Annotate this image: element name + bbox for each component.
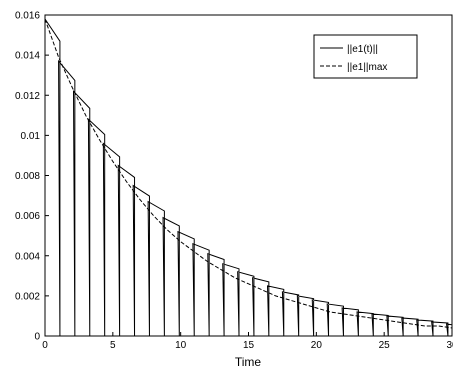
y-tick-label: 0.012 bbox=[15, 91, 40, 102]
y-tick-label: 0.014 bbox=[15, 51, 40, 62]
x-tick-label: 15 bbox=[243, 340, 255, 351]
x-tick-label: 20 bbox=[311, 340, 323, 351]
x-tick-label: 25 bbox=[379, 340, 391, 351]
y-tick-label: 0.004 bbox=[15, 251, 40, 262]
x-tick-label: 0 bbox=[42, 340, 48, 351]
legend-label-e1t: ||e1(t)|| bbox=[347, 44, 378, 55]
legend-box bbox=[313, 34, 418, 79]
x-tick-label: 30 bbox=[446, 340, 453, 351]
x-tick-label: 10 bbox=[175, 340, 187, 351]
series-e1t-line bbox=[44, 17, 453, 337]
y-tick-label: 0.006 bbox=[15, 211, 40, 222]
y-tick-label: 0.008 bbox=[15, 171, 40, 182]
y-tick-label: 0.016 bbox=[15, 11, 40, 22]
y-tick-label: 0.002 bbox=[15, 291, 40, 302]
x-tick-label: 5 bbox=[110, 340, 116, 351]
axis-ticks: 0 5 10 15 20 25 30 0 0.002 0.004 0.006 0.008 0.01 0.0… bbox=[15, 11, 453, 352]
legend-label-e1max: ||e1||max bbox=[347, 62, 387, 73]
series-e1max-line bbox=[44, 18, 453, 329]
y-tick-label: 0.01 bbox=[21, 131, 41, 142]
legend: ||e1(t)|| ||e1||max bbox=[313, 34, 418, 79]
x-axis-label: Time bbox=[235, 355, 262, 369]
series-group bbox=[44, 17, 453, 337]
y-tick-label: 0 bbox=[34, 332, 40, 343]
